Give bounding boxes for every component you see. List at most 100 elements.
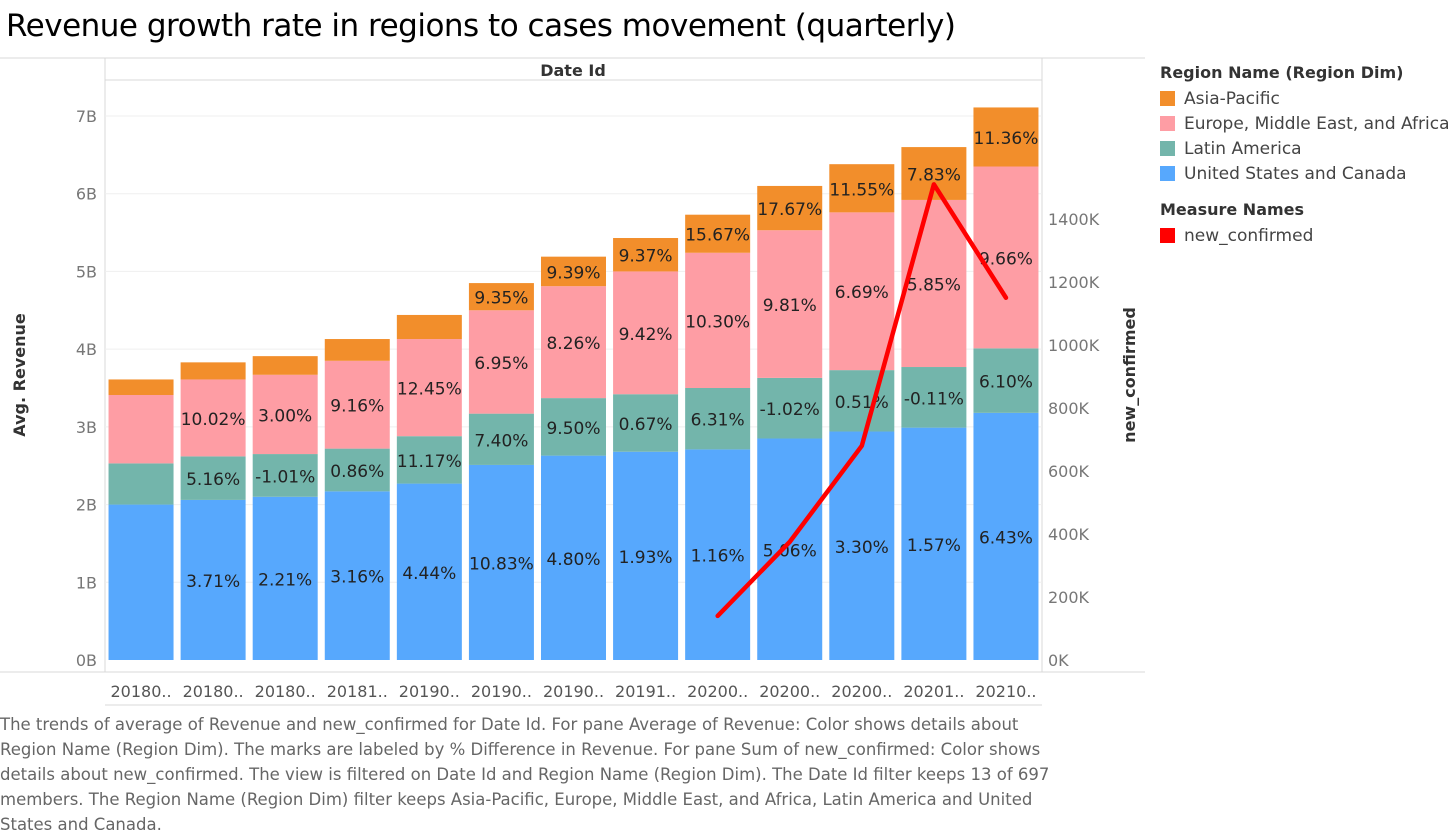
data-label: 9.50% bbox=[546, 419, 600, 439]
legend-region: Region Name (Region Dim) Asia-Pacific Eu… bbox=[1160, 63, 1450, 186]
legend-item-emea[interactable]: Europe, Middle East, and Africa bbox=[1160, 111, 1450, 136]
y-tick-label: 1B bbox=[76, 573, 97, 592]
data-label: 10.02% bbox=[181, 410, 246, 430]
x-tick-label: 20180.. bbox=[255, 682, 316, 701]
bar-segment bbox=[685, 214, 751, 253]
legend-label: new_confirmed bbox=[1184, 225, 1314, 246]
data-label: 15.67% bbox=[685, 226, 750, 246]
data-label: 6.95% bbox=[474, 354, 528, 374]
bar-segment bbox=[324, 491, 390, 660]
x-tick-label: 20190.. bbox=[543, 682, 604, 701]
bar-segment bbox=[829, 164, 895, 213]
bar-segment bbox=[613, 271, 679, 395]
data-label: 6.43% bbox=[979, 528, 1033, 548]
bar-segment bbox=[180, 379, 246, 457]
data-label: 11.17% bbox=[397, 452, 462, 472]
bar-segment bbox=[757, 185, 823, 231]
data-label: 0.51% bbox=[835, 393, 889, 413]
bar-segment bbox=[757, 438, 823, 660]
bar-segment bbox=[829, 431, 895, 660]
legend-item-latin-america[interactable]: Latin America bbox=[1160, 136, 1450, 161]
bar-segment bbox=[108, 463, 174, 505]
y2-tick-label: 200K bbox=[1048, 588, 1090, 607]
y-tick-label: 5B bbox=[76, 262, 97, 281]
bar-segment bbox=[108, 394, 174, 464]
y2-tick-label: 800K bbox=[1048, 399, 1090, 418]
legend-region-title: Region Name (Region Dim) bbox=[1160, 63, 1404, 82]
y2-tick-label: 1200K bbox=[1048, 273, 1100, 292]
bar-segment bbox=[973, 412, 1039, 660]
bar-segment bbox=[613, 238, 679, 272]
data-label: -1.01% bbox=[255, 467, 315, 487]
data-label: 9.16% bbox=[330, 397, 384, 417]
y-tick-label: 6B bbox=[76, 185, 97, 204]
y2-tick-label: 1400K bbox=[1048, 210, 1100, 229]
bar-segment bbox=[973, 348, 1039, 413]
bar-segment bbox=[252, 374, 318, 455]
bar-segment bbox=[901, 199, 967, 368]
new-confirmed-line bbox=[715, 182, 1009, 619]
bar-segment bbox=[757, 377, 823, 439]
legend-label: Asia-Pacific bbox=[1184, 88, 1280, 109]
data-label: 0.86% bbox=[330, 462, 384, 482]
legend-item-new-confirmed[interactable]: new_confirmed bbox=[1160, 223, 1313, 248]
legend-label: United States and Canada bbox=[1184, 163, 1407, 184]
bar-segment bbox=[685, 388, 751, 450]
y-axis-label: Avg. Revenue bbox=[10, 313, 29, 437]
data-label: 6.31% bbox=[691, 411, 745, 431]
legend-item-us-canada[interactable]: United States and Canada bbox=[1160, 161, 1450, 186]
bar-segment bbox=[396, 436, 462, 484]
x-tick-label: 20191.. bbox=[615, 682, 676, 701]
bar-segment bbox=[180, 362, 246, 380]
bar-segment bbox=[613, 394, 679, 452]
bar-segment bbox=[901, 367, 967, 428]
data-label: 9.37% bbox=[619, 247, 673, 267]
legend-label: Latin America bbox=[1184, 138, 1302, 159]
legend-swatch bbox=[1160, 141, 1175, 156]
y-tick-label: 3B bbox=[76, 418, 97, 437]
bar-segment bbox=[973, 107, 1039, 167]
bar-segment bbox=[468, 413, 534, 465]
x-tick-label: 20180.. bbox=[110, 682, 171, 701]
data-label: 9.81% bbox=[763, 296, 817, 316]
chart-caption: The trends of average of Revenue and new… bbox=[0, 715, 1050, 834]
bar-segment bbox=[324, 360, 390, 449]
bar-segment bbox=[901, 427, 967, 660]
bar-segment bbox=[685, 252, 751, 388]
legend-swatch bbox=[1160, 166, 1175, 181]
data-label: 9.39% bbox=[546, 263, 600, 283]
x-tick-label: 20190.. bbox=[399, 682, 460, 701]
y2-tick-label: 0K bbox=[1048, 651, 1069, 670]
legend-swatch bbox=[1160, 228, 1175, 243]
bar-segment bbox=[468, 464, 534, 660]
chart-title: Revenue growth rate in regions to cases … bbox=[6, 8, 956, 44]
data-label: 6.69% bbox=[835, 283, 889, 303]
data-label: 17.67% bbox=[757, 200, 822, 220]
data-label: 9.42% bbox=[619, 325, 673, 345]
bar-segment bbox=[973, 166, 1039, 349]
bar-segment bbox=[108, 379, 174, 395]
legend-label: Europe, Middle East, and Africa bbox=[1184, 113, 1450, 134]
bar-segment bbox=[829, 212, 895, 371]
x-tick-label: 20210.. bbox=[975, 682, 1036, 701]
data-label: 11.55% bbox=[829, 180, 894, 200]
data-label: 3.71% bbox=[186, 572, 240, 592]
data-label: -1.02% bbox=[760, 400, 820, 420]
bar-segment bbox=[757, 230, 823, 378]
legend-measure-title: Measure Names bbox=[1160, 200, 1305, 219]
bar-segment bbox=[252, 356, 318, 375]
x-tick-label: 20200.. bbox=[831, 682, 892, 701]
x-tick-label: 20180.. bbox=[183, 682, 244, 701]
legend-swatch bbox=[1160, 116, 1175, 131]
data-label: 1.57% bbox=[907, 536, 961, 556]
y-tick-label: 0B bbox=[76, 651, 97, 670]
legend-item-asia-pacific[interactable]: Asia-Pacific bbox=[1160, 86, 1450, 111]
bar-segment bbox=[468, 310, 534, 414]
y-tick-label: 7B bbox=[76, 107, 97, 126]
data-label: 0.67% bbox=[619, 415, 673, 435]
y2-tick-label: 1000K bbox=[1048, 336, 1100, 355]
bar-segment bbox=[541, 455, 606, 660]
data-label: 9.66% bbox=[979, 249, 1033, 269]
bar-segment bbox=[180, 456, 246, 500]
data-label: 9.35% bbox=[474, 289, 528, 309]
